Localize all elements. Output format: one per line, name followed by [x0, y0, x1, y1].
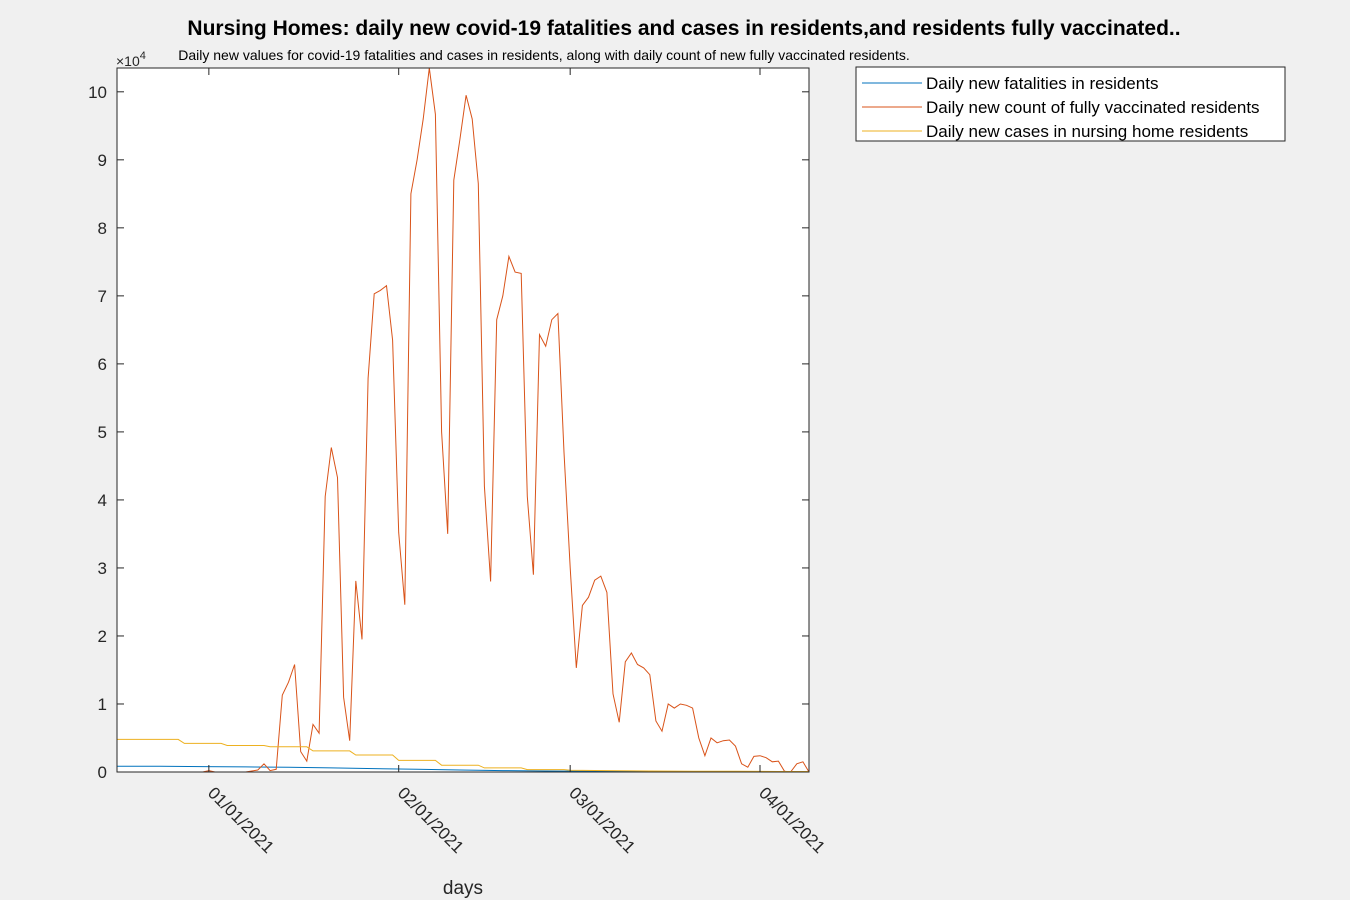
y-tick-label: 0: [98, 763, 107, 782]
y-tick-label: 6: [98, 355, 107, 374]
x-tick-label: 03/01/2021: [565, 783, 639, 857]
y-tick-label: 1: [98, 695, 107, 714]
x-tick-label: 01/01/2021: [204, 783, 278, 857]
x-tick-label: 02/01/2021: [394, 783, 468, 857]
y-tick-label: 8: [98, 219, 107, 238]
legend-box: [855, 66, 1286, 142]
legend-label-3: Daily new cases in nursing home resident…: [926, 122, 1248, 141]
series-line-3: [117, 738, 809, 772]
y-tick-label: 3: [98, 559, 107, 578]
x-tick-label: 04/01/2021: [755, 783, 829, 857]
legend[interactable]: Daily new fatalities in residents Daily n…: [855, 66, 1286, 142]
chart-subtitle: Daily new values for covid-19 fatalities…: [178, 47, 910, 63]
y-tick-label: 5: [98, 423, 107, 442]
y-axis: 0 1 2 3 4 5 6 7 8 9 10: [88, 83, 809, 782]
y-exponent-label: ×104: [116, 50, 146, 69]
legend-label-2: Daily new count of fully vaccinated resi…: [926, 98, 1260, 117]
y-tick-label: 2: [98, 627, 107, 646]
plot-area: [117, 68, 809, 772]
y-tick-label: 9: [98, 151, 107, 170]
y-tick-label: 7: [98, 287, 107, 306]
x-axis-label: days: [443, 878, 483, 899]
y-tick-label: 10: [88, 83, 107, 102]
plot-frame: [116, 67, 810, 773]
legend-label-1: Daily new fatalities in residents: [926, 74, 1158, 93]
chart-title: Nursing Homes: daily new covid-19 fatali…: [187, 17, 1180, 40]
y-tick-label: 4: [98, 491, 107, 510]
series-line-2: [117, 67, 810, 773]
